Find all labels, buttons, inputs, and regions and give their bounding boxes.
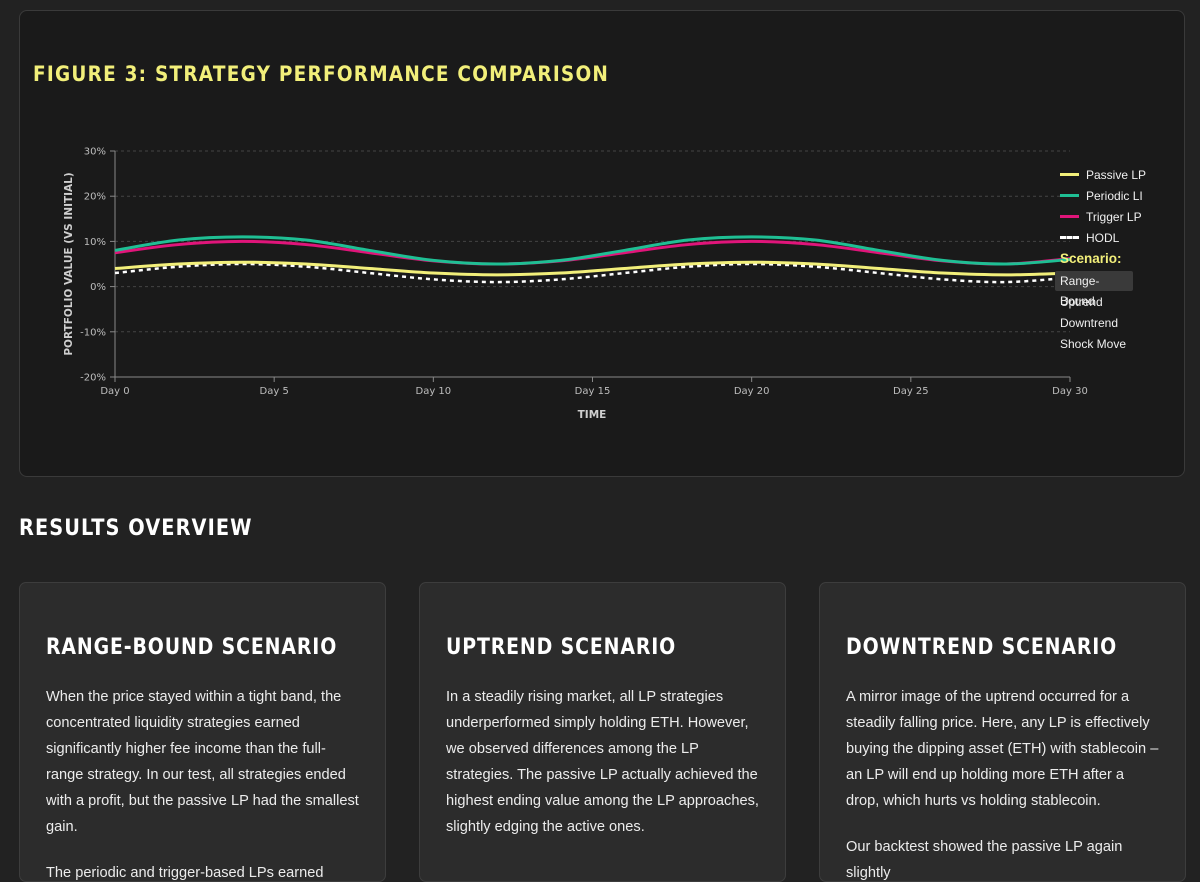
y-axis-title: PORTFOLIO VALUE (VS INITIAL)	[63, 172, 75, 355]
x-tick-label: Day 25	[893, 386, 929, 397]
series-line-trigger-lp	[114, 239, 1071, 266]
y-tick-label: 0%	[90, 282, 106, 293]
legend-swatch	[1060, 194, 1079, 197]
x-tick-label: Day 30	[1052, 386, 1088, 397]
scenario-option-range-bound[interactable]: Range-Bound	[1055, 271, 1133, 308]
chart-legend: Passive LP Periodic LI Trigger LP HODL Scen…	[1055, 164, 1160, 355]
y-tick-label: 30%	[84, 147, 106, 158]
scenario-option-shock-move[interactable]: Shock Move	[1060, 337, 1127, 351]
legend-item[interactable]: Periodic LI	[1060, 185, 1160, 206]
card-title: DOWNTREND SCENARIO	[846, 635, 1118, 660]
x-tick-label: Day 20	[734, 386, 770, 397]
y-tick-label: -10%	[80, 327, 106, 338]
card-paragraph: When the price stayed within a tight ban…	[46, 689, 359, 835]
legend-swatch	[1060, 215, 1079, 218]
legend-label: Trigger LP	[1086, 209, 1142, 224]
card-range-bound: RANGE-BOUND SCENARIO When the price stay…	[19, 582, 386, 882]
results-overview-title: RESULTS OVERVIEW	[19, 516, 253, 541]
x-tick-label: Day 5	[260, 386, 289, 397]
card-paragraph: In a steadily rising market, all LP stra…	[446, 689, 759, 835]
legend-label: HODL	[1086, 230, 1120, 245]
legend-label: Passive LP	[1086, 167, 1147, 182]
series-line-passive-lp	[114, 260, 1071, 277]
card-paragraph: The periodic and trigger-based LPs earne…	[46, 865, 324, 881]
card-uptrend: UPTREND SCENARIO In a steadily rising ma…	[419, 582, 786, 882]
scenario-selector: Range-Bound Uptrend Downtrend Shock Move	[1055, 271, 1160, 354]
x-tick-label: Day 0	[100, 386, 129, 397]
x-tick-label: Day 15	[575, 386, 611, 397]
legend-item[interactable]: HODL	[1060, 227, 1160, 248]
x-tick-label: Day 10	[416, 386, 452, 397]
y-tick-label: -20%	[80, 373, 106, 384]
line-chart: 30% 20% 10% 0% -10% -20% Day 0 Day 5 Day 10 Day 1…	[63, 147, 1088, 422]
legend-item[interactable]: Passive LP	[1060, 164, 1160, 185]
legend-swatch	[1060, 173, 1079, 176]
scenario-label: Scenario:	[1060, 251, 1122, 266]
figure-title: FIGURE 3: STRATEGY PERFORMANCE COMPARISO…	[33, 62, 610, 86]
legend-label: Periodic LI	[1086, 188, 1143, 203]
card-paragraph: A mirror image of the uptrend occurred f…	[846, 689, 1159, 809]
x-axis-title: TIME	[578, 409, 607, 421]
legend-swatch	[1060, 236, 1079, 239]
card-downtrend: DOWNTREND SCENARIO A mirror image of the…	[819, 582, 1186, 882]
card-paragraph: Our backtest showed the passive LP again…	[846, 839, 1123, 881]
y-tick-label: 20%	[84, 192, 106, 203]
scenario-option-uptrend[interactable]: Uptrend	[1060, 295, 1103, 309]
card-title: UPTREND SCENARIO	[446, 635, 677, 660]
card-title: RANGE-BOUND SCENARIO	[46, 635, 338, 660]
scenario-option-downtrend[interactable]: Downtrend	[1060, 316, 1119, 330]
y-tick-label: 10%	[84, 237, 106, 248]
series-line-periodic-li	[114, 235, 1071, 266]
legend-item[interactable]: Trigger LP	[1060, 206, 1160, 227]
